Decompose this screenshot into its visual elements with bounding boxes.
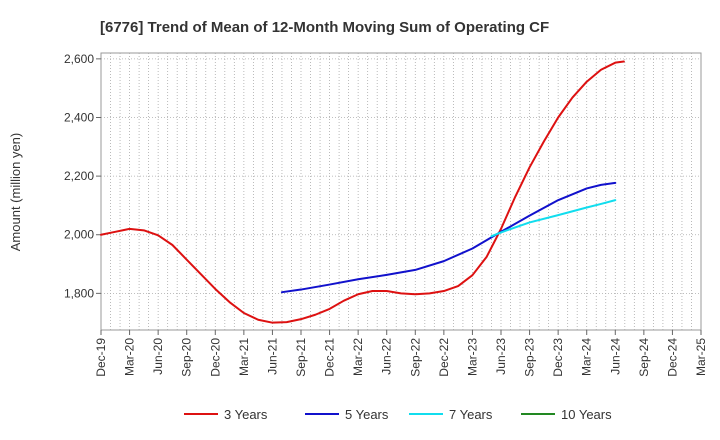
y-tick-label: 1,800 bbox=[64, 286, 94, 300]
x-tick-label: Dec-22 bbox=[437, 338, 451, 377]
x-tick-label: Mar-25 bbox=[694, 338, 708, 376]
x-tick-label: Jun-21 bbox=[265, 338, 279, 375]
x-tick-label: Sep-22 bbox=[408, 338, 422, 377]
legend-label: 3 Years bbox=[224, 407, 268, 422]
x-tick-label: Jun-23 bbox=[494, 338, 508, 375]
x-tick-label: Mar-23 bbox=[465, 338, 479, 376]
x-tick-label: Jun-20 bbox=[151, 338, 165, 375]
x-tick-label: Jun-22 bbox=[380, 338, 394, 375]
x-tick-label: Mar-22 bbox=[351, 338, 365, 376]
chart-title: [6776] Trend of Mean of 12-Month Moving … bbox=[100, 19, 549, 36]
x-tick-label: Sep-21 bbox=[294, 338, 308, 377]
legend-label: 7 Years bbox=[449, 407, 493, 422]
series-line-3-years bbox=[100, 60, 625, 324]
x-tick-label: Dec-20 bbox=[208, 338, 222, 377]
series-lines bbox=[100, 60, 625, 324]
x-tick-label: Sep-24 bbox=[637, 338, 651, 377]
legend-label: 5 Years bbox=[345, 407, 389, 422]
legend-label: 10 Years bbox=[561, 407, 612, 422]
x-tick-label: Jun-24 bbox=[608, 338, 622, 375]
y-tick-label: 2,600 bbox=[64, 52, 94, 66]
y-tick-label: 2,000 bbox=[64, 228, 94, 242]
x-tick-label: Mar-21 bbox=[237, 338, 251, 376]
x-tick-label: Dec-21 bbox=[323, 338, 337, 377]
x-tick-label: Mar-20 bbox=[123, 338, 137, 376]
x-tick-label: Mar-24 bbox=[580, 338, 594, 376]
y-tick-label: 2,200 bbox=[64, 169, 94, 183]
gridlines bbox=[101, 53, 701, 330]
y-tick-label: 2,400 bbox=[64, 110, 94, 124]
x-axis: Dec-19 Mar-20 Jun-20 Sep-20 Dec-20 Mar-21 Jun-… bbox=[94, 330, 708, 377]
x-tick-label: Dec-24 bbox=[665, 338, 679, 377]
series-line-7-years bbox=[490, 199, 617, 238]
y-axis-label: Amount (million yen) bbox=[8, 133, 23, 252]
x-tick-label: Dec-19 bbox=[94, 338, 108, 377]
x-tick-label: Sep-20 bbox=[180, 338, 194, 377]
plot-area bbox=[100, 52, 702, 331]
series-line-5-years bbox=[280, 181, 617, 294]
x-tick-label: Dec-23 bbox=[551, 338, 565, 377]
y-axis: 1,800 2,000 2,200 2,400 2,600 bbox=[64, 52, 101, 300]
legend: 3 Years 5 Years 7 Years 10 Years bbox=[184, 407, 612, 422]
x-tick-label: Sep-23 bbox=[523, 338, 537, 377]
